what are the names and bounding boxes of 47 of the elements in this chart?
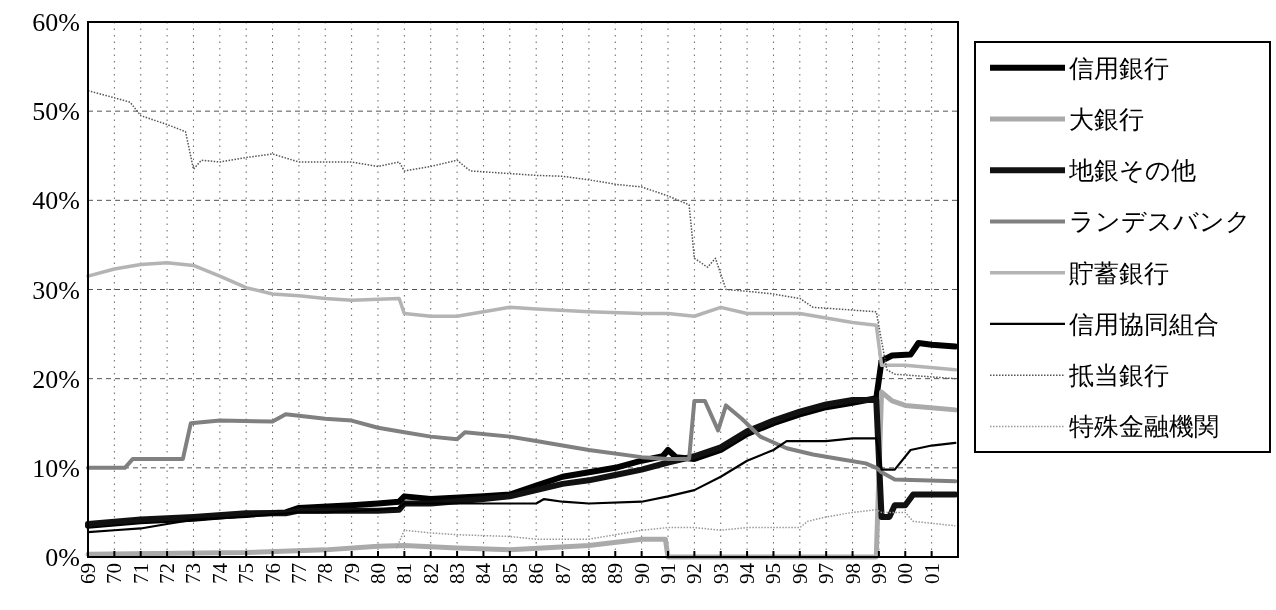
x-tick-label: 01 [919, 563, 944, 584]
x-tick-label: 78 [313, 563, 338, 584]
x-tick-label: 00 [893, 563, 918, 584]
y-tick-label: 30% [32, 275, 80, 305]
legend-label: 特殊金融機関 [1069, 413, 1219, 441]
y-tick-label: 60% [32, 8, 80, 37]
legend-label: 信用協同組合 [1069, 310, 1219, 338]
x-tick-label: 96 [787, 563, 812, 584]
legend-label: 貯蓄銀行 [1069, 259, 1169, 287]
y-tick-label: 20% [32, 364, 80, 394]
x-tick-label: 70 [102, 563, 127, 584]
y-tick-label: 50% [32, 97, 80, 127]
legend-label: 地銀その他 [1068, 157, 1196, 185]
x-tick-label: 98 [840, 563, 865, 584]
x-tick-label: 79 [339, 563, 364, 584]
x-tick-label: 86 [524, 563, 549, 584]
x-tick-label: 94 [735, 562, 760, 584]
x-tick-label: 73 [181, 563, 206, 584]
legend-label: ランデスバンク [1069, 208, 1251, 236]
x-tick-label: 89 [603, 563, 628, 584]
x-tick-label: 88 [576, 563, 601, 584]
x-tick-label: 83 [445, 563, 470, 584]
legend-label: 抵当銀行 [1068, 362, 1169, 390]
y-tick-label: 10% [32, 453, 80, 483]
x-tick-label: 93 [708, 563, 733, 584]
x-tick-label: 92 [682, 563, 707, 584]
x-tick-label: 87 [550, 563, 575, 584]
x-tick-label: 82 [418, 563, 443, 584]
x-tick-label: 90 [629, 563, 654, 584]
x-tick-label: 72 [155, 563, 180, 584]
y-tick-label: 40% [32, 186, 80, 216]
x-tick-label: 71 [128, 563, 153, 584]
x-tick-label: 80 [366, 563, 390, 584]
legend-label: 大銀行 [1069, 105, 1144, 133]
x-tick-label: 75 [234, 563, 259, 584]
x-tick-label: 85 [497, 563, 522, 584]
x-tick-label: 84 [471, 562, 496, 584]
x-tick-label: 99 [866, 563, 891, 584]
x-tick-label: 74 [207, 562, 232, 584]
y-tick-label: 0% [45, 543, 80, 572]
x-tick-label: 97 [814, 563, 839, 584]
x-tick-label: 91 [656, 563, 680, 584]
x-tick-label: 77 [286, 563, 311, 584]
x-tick-label: 81 [392, 563, 417, 584]
legend-label: 信用銀行 [1069, 54, 1169, 82]
x-tick-label: 95 [761, 563, 786, 584]
x-tick-label: 76 [260, 563, 285, 584]
